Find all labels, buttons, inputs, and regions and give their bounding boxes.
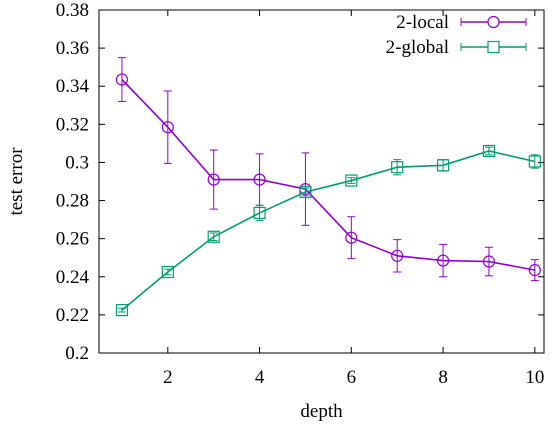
data-point <box>345 231 358 244</box>
series-2-global <box>115 144 541 317</box>
error-bar <box>347 216 356 260</box>
error-bar <box>117 307 126 313</box>
y-tick-label: 0.3 <box>65 152 89 173</box>
y-tick-label: 0.24 <box>56 267 90 288</box>
error-bar <box>117 57 126 102</box>
error-bar <box>209 232 218 242</box>
data-point <box>115 304 129 317</box>
series-layer <box>115 57 541 317</box>
data-point <box>345 174 358 187</box>
error-bar <box>530 154 539 169</box>
y-tick-label: 0.2 <box>65 343 89 364</box>
legend-marker <box>487 40 500 54</box>
x-axis-ticks: 2 4 6 8 10 <box>163 10 544 388</box>
data-point <box>253 173 266 186</box>
data-point <box>299 185 312 199</box>
data-point <box>207 173 220 186</box>
x-tick-label: 2 <box>163 367 173 388</box>
x-tick-label: 8 <box>438 367 448 388</box>
legend-label-2-local: 2-local <box>396 12 449 33</box>
y-tick-label: 0.32 <box>56 114 89 135</box>
data-point <box>482 255 496 268</box>
data-point <box>207 230 220 243</box>
error-bar <box>393 239 402 273</box>
data-point <box>436 254 450 267</box>
y-tick-label: 0.26 <box>56 229 89 250</box>
series-2-local <box>115 57 541 282</box>
legend-marker <box>487 15 500 29</box>
data-point <box>436 159 450 172</box>
error-bar <box>301 187 310 197</box>
y-tick-label: 0.22 <box>56 305 89 326</box>
error-bar <box>484 246 493 277</box>
x-tick-label: 4 <box>255 367 265 388</box>
y-axis-ticks: 0.2 0.22 0.24 0.26 0.28 0.3 0.32 0.34 0.36 0.38 <box>56 0 544 364</box>
data-point <box>161 265 174 279</box>
y-tick-label: 0.34 <box>56 76 90 97</box>
y-tick-label: 0.28 <box>56 191 89 212</box>
error-bar <box>163 268 172 276</box>
data-point <box>528 155 541 168</box>
data-point <box>161 121 174 134</box>
error-bar <box>530 259 539 282</box>
y-axis-title: test error <box>6 147 27 216</box>
legend: 2-local 2-global <box>386 12 527 58</box>
legend-sample-2-global <box>460 40 527 54</box>
series-line-2-global <box>121 150 536 311</box>
y-tick-label: 0.36 <box>56 38 89 59</box>
error-bar <box>439 243 448 278</box>
x-tick-label: 10 <box>525 367 544 388</box>
y-tick-label: 0.38 <box>56 0 89 21</box>
data-point <box>391 161 404 174</box>
data-point <box>253 206 266 220</box>
error-bar <box>209 149 218 210</box>
data-point <box>528 264 541 277</box>
x-axis-title: depth <box>300 401 343 422</box>
error-bar <box>484 146 493 156</box>
error-bar <box>163 90 172 164</box>
data-point <box>391 249 404 262</box>
series-line-2-local <box>121 78 535 271</box>
plot-frame <box>98 9 545 354</box>
legend-label-2-global: 2-global <box>386 37 449 58</box>
error-bar <box>347 177 356 184</box>
data-point <box>482 144 496 158</box>
legend-sample-2-local <box>460 15 527 29</box>
x-tick-label: 6 <box>347 367 357 388</box>
data-point <box>115 73 129 86</box>
